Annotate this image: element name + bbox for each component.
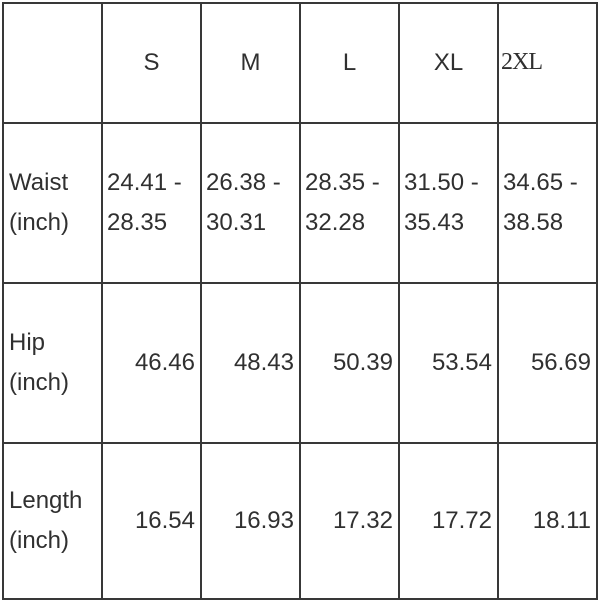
waist-value-l: 28.35 - 32.28 xyxy=(299,122,400,284)
hip-row: Hip (inch) 46.46 48.43 50.39 53.54 56.69 xyxy=(2,282,598,444)
size-header-row: S M L XL 2XL xyxy=(2,2,598,124)
length-value-l: 17.32 xyxy=(299,442,400,600)
hip-value-2xl: 56.69 xyxy=(497,282,598,444)
header-size-m: M xyxy=(200,2,301,124)
waist-value-s: 24.41 - 28.35 xyxy=(101,122,202,284)
length-value-m: 16.93 xyxy=(200,442,301,600)
waist-value-xl: 31.50 - 35.43 xyxy=(398,122,499,284)
waist-value-2xl: 34.65 - 38.58 xyxy=(497,122,598,284)
header-size-2xl: 2XL xyxy=(497,2,598,124)
waist-row-label: Waist (inch) xyxy=(2,122,103,284)
length-row: Length (inch) 16.54 16.93 17.32 17.72 18… xyxy=(2,442,598,600)
length-value-s: 16.54 xyxy=(101,442,202,600)
header-blank-cell xyxy=(2,2,103,124)
hip-row-label: Hip (inch) xyxy=(2,282,103,444)
length-value-xl: 17.72 xyxy=(398,442,499,600)
length-row-label: Length (inch) xyxy=(2,442,103,600)
length-value-2xl: 18.11 xyxy=(497,442,598,600)
header-size-l: L xyxy=(299,2,400,124)
hip-value-m: 48.43 xyxy=(200,282,301,444)
hip-value-l: 50.39 xyxy=(299,282,400,444)
header-size-s: S xyxy=(101,2,202,124)
hip-value-xl: 53.54 xyxy=(398,282,499,444)
header-size-xl: XL xyxy=(398,2,499,124)
waist-row: Waist (inch) 24.41 - 28.35 26.38 - 30.31… xyxy=(2,122,598,284)
waist-value-m: 26.38 - 30.31 xyxy=(200,122,301,284)
hip-value-s: 46.46 xyxy=(101,282,202,444)
